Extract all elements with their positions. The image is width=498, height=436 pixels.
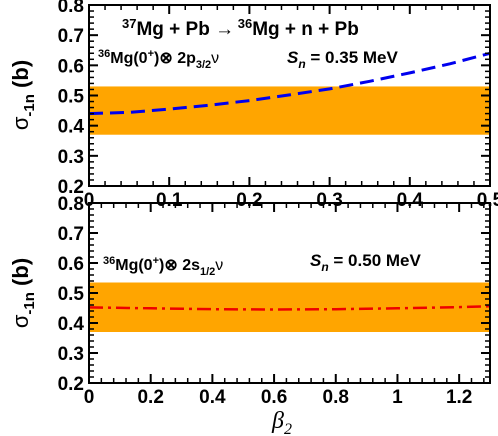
top-panel-tick-labels: 0 0.1 0.2 0.3 0.4 0.5 0.2 0.3 0.4 0.5 0.6 0.7 0.8 (58, 0, 498, 211)
x-tick-label: 0.5 (477, 190, 498, 211)
y-tick-label: 0.8 (58, 0, 84, 17)
bottom-ylabel: σ-1n (b) (8, 258, 38, 328)
top-panel-ticks (88, 4, 491, 187)
x-tick-label: 0.4 (199, 387, 226, 408)
y-tick-label: 0.4 (58, 314, 85, 335)
top-panel-series-line (88, 51, 491, 116)
top-panel: 0 0.1 0.2 0.3 0.4 0.5 0.2 0.3 0.4 0.5 0.6 0.7 0.8 37… (8, 0, 498, 211)
y-tick-label: 0.3 (58, 344, 84, 365)
sn-annotation: Sn = 0.35 MeV (287, 48, 398, 71)
y-tick-label: 0.4 (58, 117, 85, 138)
x-tick-label: 0.4 (397, 190, 424, 211)
x-tick-label: 0.3 (316, 190, 342, 211)
y-tick-label: 0.5 (58, 284, 85, 305)
y-tick-label: 0.2 (58, 374, 84, 395)
y-tick-label: 0.8 (58, 194, 84, 215)
reaction-annotation: 37Mg + Pb → 36Mg + n + Pb (122, 16, 359, 40)
y-tick-label: 0.2 (58, 177, 84, 198)
x-tick-label: 0.6 (261, 387, 287, 408)
y-tick-label: 0.7 (58, 224, 84, 245)
bottom-panel: 0 0.2 0.4 0.6 0.8 1 1.20.20.30.40.50.60.70.8 3… (8, 194, 491, 436)
top-ylabel: σ-1n (b) (8, 60, 38, 130)
x-tick-label: 1.2 (446, 387, 472, 408)
xlabel: β2 (271, 408, 292, 436)
x-tick-label: 0 (84, 387, 95, 408)
bottom-panel-series-line (88, 304, 491, 311)
y-tick-label: 0.6 (58, 254, 84, 275)
x-tick-label: 0 (84, 190, 95, 211)
x-tick-label: 0.8 (323, 387, 349, 408)
bottom-panel-tick-labels: 0 0.2 0.4 0.6 0.8 1 1.20.20.30.40.50.60.70.8 (58, 194, 473, 408)
x-tick-label: 1 (392, 387, 403, 408)
sn-annotation-bottom: Sn = 0.50 MeV (310, 251, 421, 274)
config-annotation: 36Mg(0+)⊗ 2p3/2ν (98, 48, 219, 71)
bottom-panel-ticks (88, 202, 490, 384)
config-annotation-bottom: 36Mg(0+)⊗ 2s1/2ν (103, 255, 223, 278)
x-tick-label: 0.1 (156, 190, 183, 211)
y-tick-label: 0.3 (58, 147, 84, 168)
y-tick-label: 0.5 (58, 87, 85, 108)
x-tick-label: 0.2 (236, 190, 262, 211)
y-tick-label: 0.6 (58, 56, 84, 77)
x-tick-label: 0.2 (137, 387, 163, 408)
y-tick-label: 0.7 (58, 26, 84, 47)
